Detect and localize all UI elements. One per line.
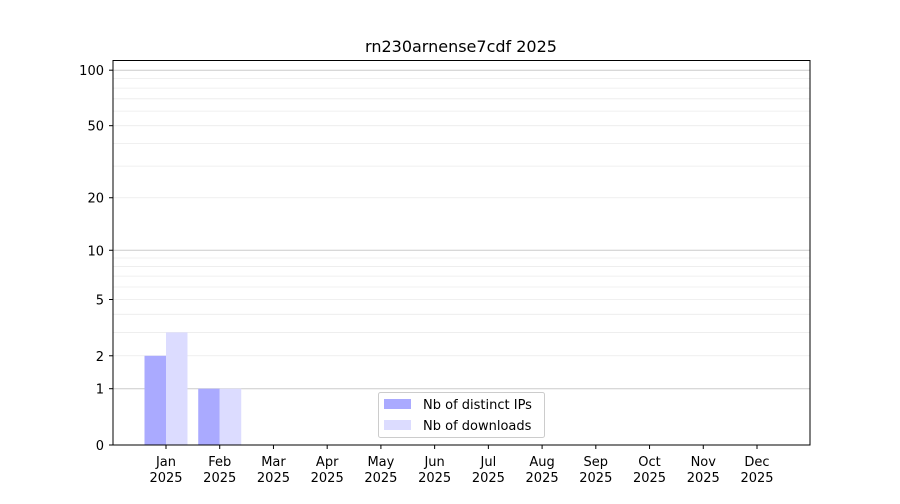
legend-label-downloads: Nb of downloads xyxy=(423,419,532,434)
x-tick-month: Feb xyxy=(208,455,231,470)
grid-lines xyxy=(113,69,810,390)
x-tick-year: 2025 xyxy=(579,471,612,486)
legend-frame xyxy=(378,392,545,438)
x-tick-year: 2025 xyxy=(472,471,505,486)
y-tick-label: 20 xyxy=(87,192,104,207)
x-tick-month: Sep xyxy=(584,455,609,470)
x-tick-year: 2025 xyxy=(687,471,720,486)
bar-downloads xyxy=(219,388,242,445)
x-tick-month: Aug xyxy=(529,455,554,470)
x-tick-month: Nov xyxy=(691,455,717,470)
x-tick-month: Jan xyxy=(155,455,176,470)
x-tick-month: Dec xyxy=(744,455,769,470)
x-tick-month: Mar xyxy=(261,455,286,470)
x-tick-year: 2025 xyxy=(364,471,397,486)
x-tick-year: 2025 xyxy=(311,471,344,486)
chart-title: rn230arnense7cdf 2025 xyxy=(365,37,557,56)
y-tick-label: 1 xyxy=(96,383,104,398)
bar-distinct-ips xyxy=(144,355,166,445)
legend-swatch-distinct-ips xyxy=(384,399,411,409)
legend-swatch-downloads xyxy=(384,420,411,430)
plot-frame xyxy=(112,60,811,446)
bar-downloads xyxy=(166,332,188,445)
y-tick-label: 2 xyxy=(96,350,104,365)
y-tick-label: 0 xyxy=(96,439,104,454)
y-axis: 0 1 2 5 10 20 50 100 xyxy=(79,64,113,454)
x-tick-month: Oct xyxy=(638,455,660,470)
x-tick-year: 2025 xyxy=(149,471,182,486)
y-tick-label: 50 xyxy=(87,120,104,135)
x-tick-year: 2025 xyxy=(526,471,559,486)
x-tick-year: 2025 xyxy=(418,471,451,486)
x-tick-year: 2025 xyxy=(257,471,290,486)
x-tick-year: 2025 xyxy=(740,471,773,486)
bars xyxy=(144,332,242,445)
x-tick-month: Jul xyxy=(480,455,497,470)
y-tick-label: 10 xyxy=(87,244,104,259)
x-tick-month: Apr xyxy=(316,455,339,470)
y-tick-label: 5 xyxy=(96,293,104,308)
legend: Nb of distinct IPs Nb of downloads xyxy=(378,392,545,438)
x-axis: Jan2025Feb2025Mar2025Apr2025May2025Jun20… xyxy=(149,445,774,486)
x-tick-year: 2025 xyxy=(633,471,666,486)
x-tick-year: 2025 xyxy=(203,471,236,486)
y-tick-label: 100 xyxy=(79,64,104,79)
x-tick-month: May xyxy=(367,455,394,470)
legend-label-distinct-ips: Nb of distinct IPs xyxy=(423,398,532,413)
bar-distinct-ips xyxy=(198,388,220,445)
x-tick-month: Jun xyxy=(423,455,444,470)
